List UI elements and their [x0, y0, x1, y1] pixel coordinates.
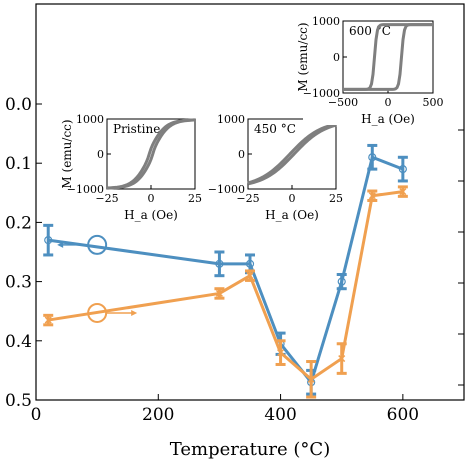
inset-y-tick-label: 0 — [97, 148, 104, 161]
x-axis-title: Temperature (°C) — [170, 439, 330, 460]
arrow-head — [57, 241, 64, 248]
inset-y-tick-label: 1000 — [76, 113, 104, 126]
inset-layer: −25 0 25 1000 0 −1000 H_a (Oe) M (emu/cc) Pristi… — [60, 13, 444, 222]
inset-y-tick-label: 1000 — [217, 113, 245, 126]
hysteresis-down — [106, 118, 196, 190]
inset-y-tick-label: 1000 — [312, 15, 340, 28]
inset-x-tick-label: 0 — [289, 192, 296, 205]
x-tick-label: 0 — [31, 405, 42, 425]
data-point — [337, 277, 346, 286]
inset-y-tick-label: 0 — [238, 148, 245, 161]
inset-x-label: H_a (Oe) — [361, 112, 415, 126]
inset-y-tick-label: −1000 — [67, 183, 104, 196]
inset-x-tick-label: −25 — [236, 192, 259, 205]
y-tick-label: 0.5 — [5, 391, 32, 411]
series-line — [47, 190, 404, 381]
y-tick-label: 0.0 — [5, 95, 32, 115]
inset-2: −500 0 500 1000 0 −1000 H_a (Oe) M (emu/cc) 600 … — [296, 13, 444, 126]
hysteresis-down — [247, 122, 337, 185]
hysteresis-down — [343, 23, 433, 91]
inset-x-label: H_a (Oe) — [124, 208, 178, 222]
arrow-head — [131, 309, 138, 316]
data-point — [368, 153, 377, 162]
inset-x-tick-label: 500 — [423, 96, 444, 109]
data-point — [277, 349, 285, 357]
inset-x-tick-label: −25 — [95, 192, 118, 205]
x-tick-label: 400 — [264, 405, 296, 425]
data-point — [307, 375, 315, 383]
series-layer — [43, 143, 408, 399]
inset-title: 600 °C — [349, 24, 391, 38]
inset-x-tick-label: 25 — [329, 192, 343, 205]
series-1 — [43, 185, 408, 399]
hysteresis-up — [247, 123, 337, 186]
data-point — [44, 316, 52, 324]
series-0 — [43, 143, 408, 396]
inset-y-label: M (emu/cc) — [296, 22, 310, 91]
inset-y-tick-label: −1000 — [208, 183, 245, 196]
inset-0: −25 0 25 1000 0 −1000 H_a (Oe) M (emu/cc) Pristi… — [60, 111, 205, 222]
inset-1: −25 0 25 1000 0 −1000 H_a (Oe) 450 °C — [208, 111, 346, 222]
inset-frame — [342, 20, 434, 94]
data-point — [338, 355, 346, 363]
data-point — [44, 236, 53, 245]
inset-x-label: H_a (Oe) — [265, 208, 319, 222]
inset-title: 450 °C — [254, 122, 296, 136]
data-point — [245, 259, 255, 268]
data-point — [399, 188, 407, 196]
x-tick-label: 200 — [142, 405, 174, 425]
data-point — [398, 165, 407, 174]
tick-layer: 0 200 400 600 0.0 0.1 0.2 0.3 0.4 0.5 — [5, 95, 464, 425]
y-tick-label: 0.2 — [5, 213, 32, 233]
inset-x-tick-label: 25 — [188, 192, 202, 205]
main-plot-frame — [35, 3, 465, 401]
y-tick-label: 0.4 — [5, 332, 32, 352]
plot-border — [35, 3, 465, 401]
data-point — [215, 259, 224, 268]
data-point — [246, 272, 254, 280]
y-tick-label: 0.3 — [5, 273, 32, 293]
inset-title: Pristine — [113, 122, 160, 136]
inset-x-tick-label: 0 — [148, 192, 155, 205]
x-tick-label: 600 — [387, 405, 419, 425]
inset-x-tick-label: −500 — [328, 96, 358, 109]
inset-y-tick-label: 0 — [333, 51, 340, 64]
y-tick-label: 0.1 — [5, 154, 32, 174]
series-line — [48, 155, 404, 384]
data-point — [368, 192, 376, 200]
inset-x-tick-label: 0 — [385, 96, 392, 109]
inset-y-label: M (emu/cc) — [60, 119, 74, 188]
inset-y-tick-label: −1000 — [303, 87, 340, 100]
data-point — [215, 289, 223, 297]
